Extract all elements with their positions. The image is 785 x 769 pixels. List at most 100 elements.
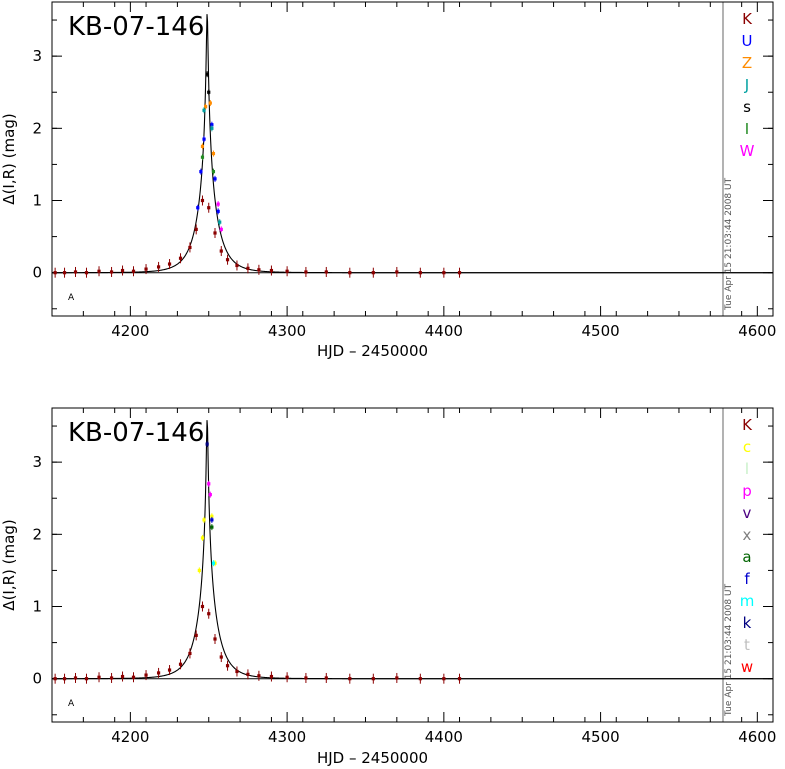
legend-entry-s: s: [743, 98, 751, 116]
data-point: [84, 271, 89, 275]
plot-frame: [51, 407, 774, 723]
data-point: [207, 206, 211, 210]
y-tick-label: 2: [32, 119, 42, 137]
data-point: [285, 675, 289, 679]
data-point: [200, 604, 205, 609]
x-tick-label: 4300: [268, 728, 306, 746]
data-point: [208, 493, 212, 497]
chart-panel-2: 4200 4300 4400 4500 4600 0 1 2 3 KB-07-146 A Kclpvx…: [0, 407, 776, 767]
data-point: [194, 227, 198, 231]
data-point: [167, 668, 172, 672]
data-point: [167, 262, 172, 266]
y-tick-label: 3: [32, 47, 42, 65]
data-point: [324, 270, 328, 274]
data-point: [257, 268, 261, 272]
x-axis-label: HJD – 2450000: [317, 749, 428, 767]
data-point: [208, 101, 212, 105]
data-point: [197, 568, 201, 573]
y-tick-label: 1: [32, 598, 42, 616]
series-J: [202, 107, 222, 226]
legend-entry-W: W: [740, 142, 755, 160]
series-a: [210, 524, 214, 531]
x-tick-label: 4400: [425, 322, 463, 340]
data-point: [219, 655, 223, 659]
data-point: [156, 671, 161, 675]
data-point: [235, 263, 239, 268]
data-point: [442, 271, 446, 275]
legend-entry-a: a: [742, 548, 751, 566]
legend-entry-w: w: [741, 658, 753, 676]
data-point: [200, 536, 205, 540]
y-axis-label: Δ(I,R) (mag): [0, 113, 18, 204]
legend-entry-x: x: [743, 526, 752, 544]
data-point: [207, 482, 211, 486]
series-I: [200, 154, 216, 175]
series-s: [205, 71, 211, 96]
x-tick-label: 4400: [425, 728, 463, 746]
legend-entry-U: U: [742, 32, 753, 50]
y-tick-label: 2: [32, 525, 42, 543]
data-point: [457, 271, 462, 275]
data-point: [199, 170, 203, 174]
data-point: [97, 675, 101, 679]
plot-frame: [51, 1, 774, 317]
legend-entry-l: l: [745, 460, 749, 478]
data-point: [207, 612, 211, 616]
data-point: [269, 268, 274, 273]
chart-title: KB-07-146: [68, 418, 204, 448]
legend-entry-m: m: [740, 592, 755, 610]
data-point: [120, 674, 125, 679]
y-tick-label: 1: [32, 192, 42, 210]
data-point: [210, 126, 214, 130]
data-point: [202, 518, 206, 522]
data-point: [210, 525, 214, 529]
data-point: [205, 442, 209, 446]
chart-title: KB-07-146: [68, 12, 204, 42]
legend-entry-K: K: [742, 10, 753, 28]
series-k: [205, 441, 209, 448]
data-point: [442, 677, 446, 681]
data-point: [213, 637, 217, 641]
data-point: [202, 108, 206, 112]
data-point: [120, 268, 125, 273]
legend-entry-p: p: [742, 482, 752, 500]
data-point: [196, 206, 200, 210]
data-point: [53, 677, 57, 681]
data-point: [457, 677, 462, 681]
data-point: [62, 677, 67, 681]
y-tick-label: 0: [32, 264, 42, 282]
data-point: [216, 209, 220, 213]
x-tick-label: 4200: [111, 728, 149, 746]
data-point: [144, 673, 148, 677]
data-point: [219, 227, 223, 231]
data-point: [97, 269, 101, 273]
legend-entry-t: t: [744, 636, 750, 654]
data-point: [395, 270, 399, 274]
legend-entry-k: k: [743, 614, 752, 632]
data-point: [246, 672, 250, 676]
series-p: [207, 480, 212, 498]
data-point: [219, 249, 223, 253]
data-point: [235, 669, 239, 674]
data-point: [84, 677, 89, 681]
data-point: [62, 271, 67, 275]
timestamp-label: Tue Apr 15 21:03:44 2008 UT: [724, 177, 734, 311]
data-point: [200, 144, 205, 148]
data-point: [304, 270, 308, 274]
data-point: [204, 105, 208, 109]
data-point: [218, 220, 222, 224]
data-point: [73, 676, 78, 680]
series-K: [53, 195, 462, 278]
y-tick-label: 0: [32, 670, 42, 688]
series-Z: [200, 100, 216, 157]
data-point: [53, 271, 57, 275]
data-point: [131, 269, 136, 273]
data-point: [324, 676, 328, 680]
data-point: [225, 258, 230, 262]
data-point: [211, 170, 216, 174]
data-point: [246, 266, 250, 270]
data-point: [194, 633, 198, 637]
data-point: [178, 256, 183, 260]
data-point: [418, 677, 422, 681]
